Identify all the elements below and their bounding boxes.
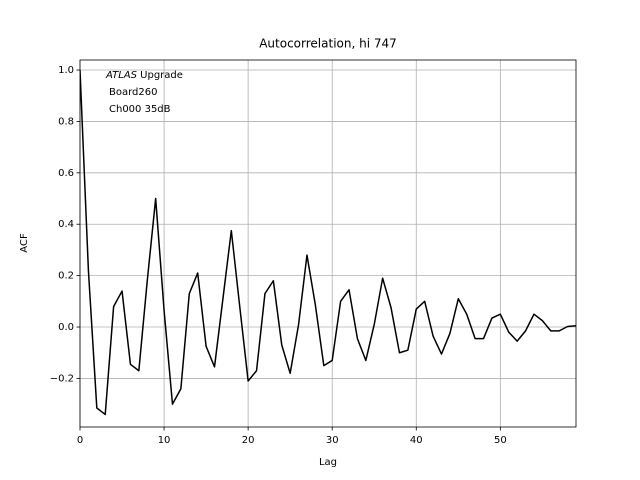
y-tick-label: 0.2 [58, 271, 74, 282]
chart-title: Autocorrelation, hi 747 [259, 37, 397, 51]
x-tick-label: 10 [158, 435, 171, 446]
annotation-line: Ch000 35dB [109, 104, 171, 115]
annotation-text: Upgrade [140, 70, 183, 81]
annotation: ATLAS Upgrade [105, 70, 183, 81]
x-tick-label: 40 [410, 435, 423, 446]
x-axis-label: Lag [319, 457, 337, 468]
x-tick-label: 50 [494, 435, 507, 446]
x-tick-label: 20 [242, 435, 255, 446]
y-tick-label: 0.0 [58, 322, 74, 333]
y-tick-label: −0.2 [50, 373, 74, 384]
y-axis-label: ACF [19, 233, 30, 253]
x-tick-label: 30 [326, 435, 339, 446]
y-tick-label: 1.0 [58, 65, 74, 76]
y-tick-label: 0.6 [58, 168, 74, 179]
y-tick-label: 0.8 [58, 116, 74, 127]
annotation-italic: ATLAS [105, 70, 138, 81]
y-tick-label: 0.4 [58, 219, 74, 230]
plot-area: 0 10 20 30 40 50 −0.2 0.0 0.2 0.4 0.6 0.8 1.0 [50, 59, 577, 446]
annotation-line: Board260 [109, 87, 157, 98]
axes-frame [79, 59, 577, 428]
x-tick-label: 0 [77, 435, 83, 446]
series-line [80, 69, 576, 416]
